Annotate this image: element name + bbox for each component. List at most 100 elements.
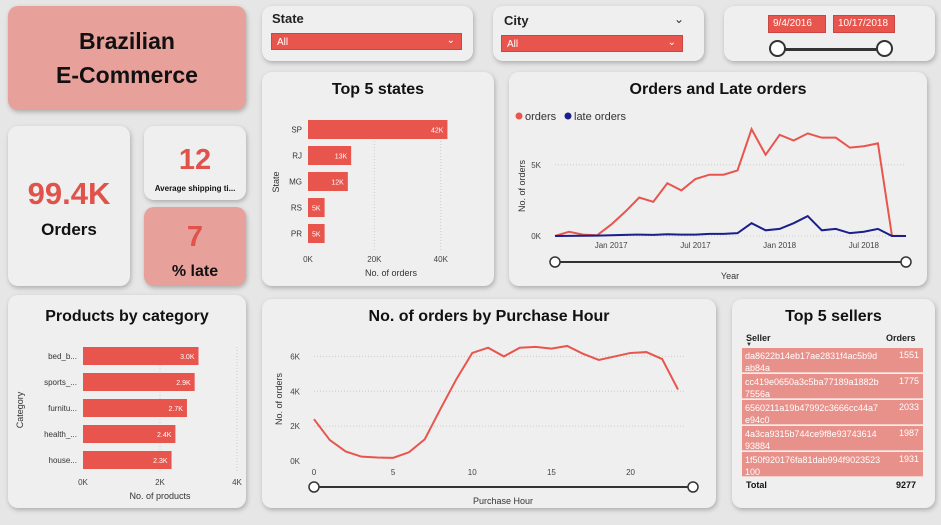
seller-orders: 2033 [898, 402, 919, 412]
seller-orders: 1931 [898, 454, 919, 464]
sellers-col-seller[interactable]: Seller [746, 333, 771, 343]
shipping-kpi-value: 12 [178, 144, 212, 176]
series-line-orders [554, 126, 907, 237]
hour-chart: 0K 2K 4K 6K 0 5 10 15 20 No. of orders Purchase Ho… [274, 344, 699, 506]
state-slicer-card: State All ⌄ [262, 6, 473, 61]
seller-id: 4a3ca9315b744ce9f8e9374361493884 [745, 429, 877, 451]
x-range-start-handle [308, 481, 320, 493]
y-tick-label: RJ [292, 152, 302, 161]
state-slicer-label: State [272, 11, 304, 26]
table-row[interactable]: da8622b14eb17ae2831f4ac5b9dab84a 1551 [742, 348, 923, 373]
y-tick-label: 5K [531, 161, 541, 170]
legend-label-orders: orders [525, 111, 557, 123]
chevron-down-icon: ⌄ [667, 37, 676, 48]
bar [308, 224, 325, 243]
x-axis-label: No. of orders [365, 268, 418, 278]
products-chart: 0K 2K 4K bed_b... 3.0K sports_... 2.9K furnitu.… [15, 347, 243, 501]
city-slicer-card: City ⌄ All ⌄ [493, 6, 704, 61]
x-tick-label: Jul 2017 [680, 241, 711, 250]
sellers-total-label: Total [746, 480, 767, 490]
table-row[interactable]: 4a3ca9315b744ce9f8e9374361493884 1987 [742, 426, 923, 451]
x-tick-label: 40K [434, 255, 449, 264]
data-label: 5K [312, 206, 321, 213]
orders-late-title: Orders and Late orders [629, 81, 807, 98]
x-range-end-handle [687, 481, 699, 493]
y-tick-label: sports_... [44, 378, 77, 387]
date-range-track[interactable] [778, 48, 885, 51]
y-tick-label: 6K [290, 352, 300, 361]
table-row[interactable]: cc419e0650a3c5ba77189a1882b7556a 1775 [742, 374, 923, 399]
seller-id: cc419e0650a3c5ba77189a1882b7556a [745, 377, 879, 399]
data-label: 12K [331, 180, 344, 187]
x-tick-label: 0K [303, 255, 313, 264]
y-tick-label: 0K [290, 457, 300, 466]
y-tick-label: house... [49, 456, 77, 465]
y-axis-label: State [271, 171, 281, 192]
legend-label-late: late orders [574, 111, 626, 123]
seller-id: 6560211a19b47992c3666cc44a7e94c0 [745, 403, 878, 425]
y-tick-label: furnitu... [48, 404, 77, 413]
bar [308, 172, 348, 191]
state-dropdown-value: All [277, 37, 289, 48]
bar [308, 198, 325, 217]
x-tick-label: 0K [78, 478, 88, 487]
table-row[interactable]: 6560211a19b47992c3666cc44a7e94c0 2033 [742, 400, 923, 425]
bar [308, 120, 448, 139]
bar [308, 146, 352, 165]
x-axis-label: No. of products [129, 491, 191, 501]
x-tick-label: 20K [367, 255, 382, 264]
date-slicer-card: 9/4/2016 10/17/2018 [724, 6, 935, 61]
data-label: 13K [335, 154, 348, 161]
y-tick-label: MG [289, 178, 302, 187]
legend-marker-late [564, 112, 572, 120]
sort-desc-icon: ▼ [746, 342, 752, 348]
products-card: Products by category 0K 2K 4K bed_b... 3.0K s… [8, 295, 246, 508]
data-label: 2.4K [157, 432, 172, 439]
late-kpi-label: % late [171, 263, 219, 280]
y-tick-label: RS [291, 204, 302, 213]
date-start-input[interactable]: 9/4/2016 [768, 15, 826, 33]
y-tick-label: 4K [290, 387, 300, 396]
top-states-title: Top 5 states [331, 81, 425, 98]
seller-orders: 1987 [898, 428, 919, 438]
chevron-down-icon: ⌄ [446, 35, 455, 46]
series-line-late-orders [554, 214, 906, 237]
x-tick-label: 20 [626, 468, 635, 477]
state-dropdown[interactable]: All ⌄ [271, 33, 462, 50]
orders-late-chart: orders late orders 0K 5K Jan 2017 Jul 2017 Jan… [515, 111, 912, 281]
city-slicer-label: City [504, 13, 529, 28]
bar [83, 425, 176, 443]
y-tick-label: SP [291, 126, 302, 135]
data-label: 2.9K [176, 380, 191, 387]
x-axis-label: Year [721, 271, 739, 281]
data-label: 2.3K [153, 458, 168, 465]
table-row[interactable]: 1f50f920176fa81dab994f9023523100 1931 [742, 452, 923, 477]
city-chevron-icon[interactable]: ⌄ [673, 12, 684, 26]
x-range-start-handle [549, 256, 561, 268]
x-tick-label: 4K [232, 478, 242, 487]
y-tick-label: PR [291, 230, 302, 239]
seller-orders: 1551 [898, 350, 919, 360]
data-label: 2.7K [169, 406, 184, 413]
x-tick-label: 15 [547, 468, 556, 477]
y-tick-label: 2K [290, 422, 300, 431]
late-kpi-value: 7 [186, 221, 204, 253]
sellers-col-orders[interactable]: Orders [886, 333, 916, 343]
date-end-input[interactable]: 10/17/2018 [833, 15, 895, 33]
sellers-total-value: 9277 [896, 480, 917, 490]
x-tick-label: Jan 2018 [763, 241, 796, 250]
city-dropdown-value: All [507, 39, 519, 50]
x-tick-label: Jan 2017 [595, 241, 628, 250]
y-tick-label: health_... [44, 430, 77, 439]
x-tick-label: 10 [468, 468, 477, 477]
title-line-1: Brazilian [79, 28, 175, 54]
shipping-kpi-card: 12 Average shipping ti... [144, 126, 246, 200]
orders-kpi-card: 99.4K Orders [8, 126, 130, 286]
products-title: Products by category [45, 308, 209, 325]
orders-late-card: Orders and Late orders orders late orders… [509, 72, 927, 286]
date-start-handle[interactable] [769, 40, 786, 57]
date-end-handle[interactable] [876, 40, 893, 57]
city-dropdown[interactable]: All ⌄ [501, 35, 683, 52]
x-range-end-handle [900, 256, 912, 268]
